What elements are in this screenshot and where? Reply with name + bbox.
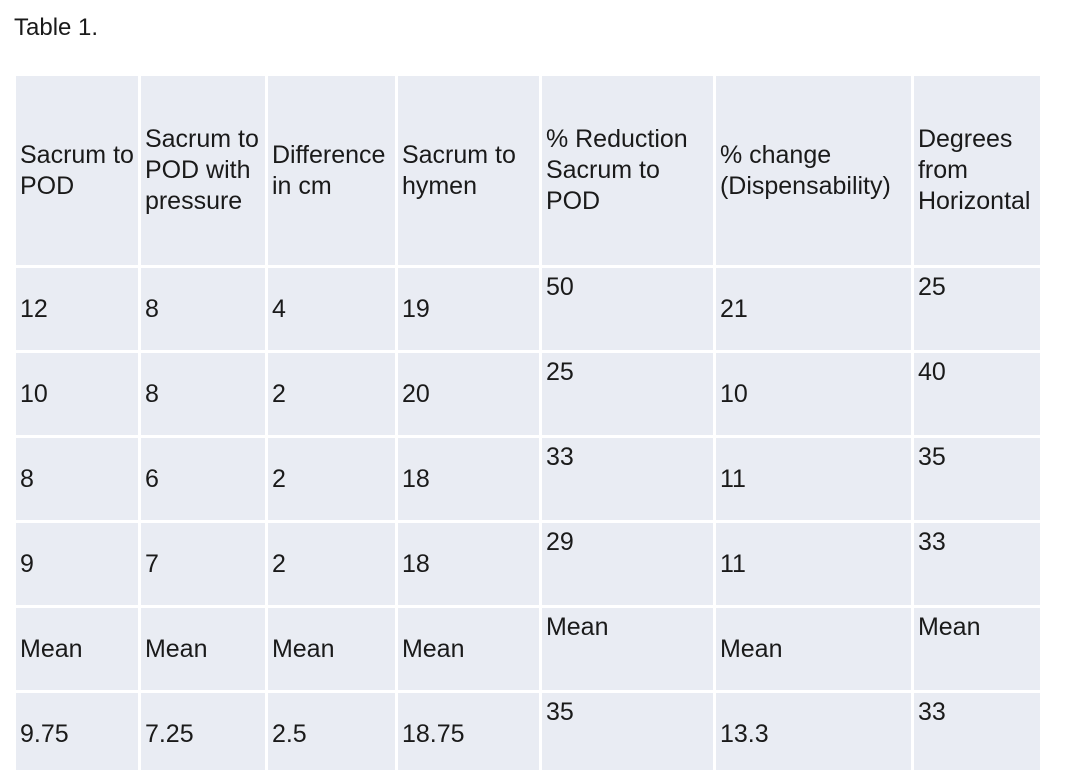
column-header-line: Sacrum to (144, 125, 259, 153)
table-row: 8 6 2 18 33 11 35 (16, 438, 1040, 520)
table-cell: 18.75 (397, 693, 539, 770)
table-cell: 25 (541, 353, 713, 435)
column-header-line: % change (719, 140, 832, 169)
table-cell: 2 (267, 523, 395, 605)
table-cell: 18 (397, 438, 539, 520)
header-row: Sacrum to POD Sacrum to POD with pressure Dif… (16, 76, 1040, 265)
table-cell: 35 (541, 693, 713, 770)
data-table: Sacrum to POD Sacrum to POD with pressure Dif… (13, 73, 1043, 770)
table-cell: 11 (715, 523, 911, 605)
table-cell: 10 (715, 353, 911, 435)
column-header-line: (Dispensability) (719, 171, 891, 200)
table-cell: 33 (541, 438, 713, 520)
table-cell: 25 (913, 268, 1040, 350)
table-cell: 7.25 (140, 693, 265, 770)
table-cell: 21 (715, 268, 911, 350)
table-cell: 20 (397, 353, 539, 435)
column-header: Difference in cm (267, 76, 395, 265)
column-header-line: POD (20, 171, 75, 200)
table-cell: 50 (541, 268, 713, 350)
table-cell: Mean (140, 608, 265, 690)
table-cell: 10 (16, 353, 138, 435)
table-row: 10 8 2 20 25 10 40 (16, 353, 1040, 435)
table-cell: 29 (541, 523, 713, 605)
table-cell: Mean (715, 608, 911, 690)
table-cell: 2 (267, 353, 395, 435)
table-cell: Mean (397, 608, 539, 690)
table-row: 9 7 2 18 29 11 33 (16, 523, 1040, 605)
column-header-line: hymen (401, 171, 477, 200)
table-row: 9.75 7.25 2.5 18.75 35 13.3 33 (16, 693, 1040, 770)
table-cell: Mean (16, 608, 138, 690)
table-cell: 8 (140, 353, 265, 435)
table-cell: 35 (913, 438, 1040, 520)
column-header: % change (Dispensability) (715, 76, 911, 265)
table-row: 12 8 4 19 50 21 25 (16, 268, 1040, 350)
table-cell: 8 (16, 438, 138, 520)
column-header: Sacrum to POD with pressure (140, 76, 265, 265)
table-cell: 18 (397, 523, 539, 605)
column-header: Sacrum to POD (16, 76, 138, 265)
column-header-line: Horizontal (917, 187, 1031, 215)
table-cell: 7 (140, 523, 265, 605)
table-cell: 9.75 (16, 693, 138, 770)
column-header: Sacrum to hymen (397, 76, 539, 265)
table-cell: 33 (913, 693, 1040, 770)
table-cell: 33 (913, 523, 1040, 605)
table-caption: Table 1. (14, 14, 99, 41)
table-cell: 2 (267, 438, 395, 520)
column-header: Degrees from Horizontal (913, 76, 1040, 265)
table-cell: 19 (397, 268, 539, 350)
table-row: Mean Mean Mean Mean Mean Mean Mean (16, 608, 1040, 690)
column-header-line: Difference (271, 140, 386, 169)
table-cell: Mean (267, 608, 395, 690)
table-cell: 8 (140, 268, 265, 350)
table-cell: 13.3 (715, 693, 911, 770)
column-header-line: Sacrum to (545, 156, 660, 184)
column-header: % Reduction Sacrum to POD (541, 76, 713, 265)
column-header-line: Degrees (917, 125, 1013, 153)
table-cell: Mean (913, 608, 1040, 690)
column-header-line: Sacrum to (401, 140, 516, 169)
column-header-line: POD (545, 187, 601, 215)
table-cell: 9 (16, 523, 138, 605)
column-header-line: from (917, 156, 968, 184)
table-cell: 40 (913, 353, 1040, 435)
table-cell: 12 (16, 268, 138, 350)
table-cell: Mean (541, 608, 713, 690)
column-header-line: in cm (271, 171, 332, 200)
column-header-line: % Reduction (545, 125, 688, 153)
table-cell: 2.5 (267, 693, 395, 770)
column-header-line: Sacrum to (20, 140, 134, 169)
table-body: 12 8 4 19 50 21 25 10 8 2 20 25 10 40 8 6 2 18 33 11 35 9 7 2 18… (16, 268, 1040, 770)
table-cell: 6 (140, 438, 265, 520)
table-cell: 11 (715, 438, 911, 520)
column-header-line: pressure (144, 187, 243, 215)
column-header-line: POD with (144, 156, 251, 184)
table-cell: 4 (267, 268, 395, 350)
